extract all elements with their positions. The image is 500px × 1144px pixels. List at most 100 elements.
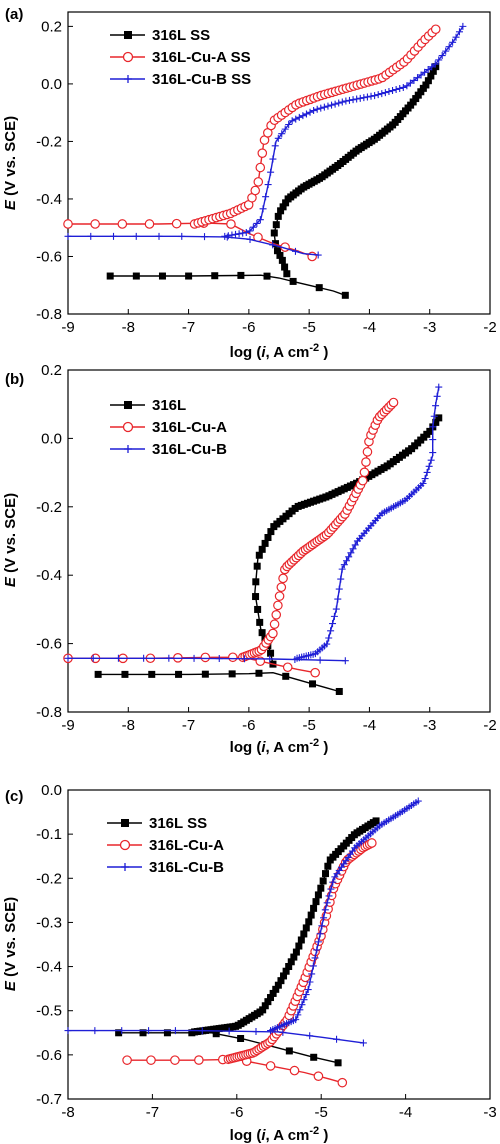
data-point [64, 232, 72, 240]
data-point [268, 628, 278, 639]
data-point [349, 96, 357, 104]
data-point [239, 229, 247, 237]
data-point [341, 291, 349, 299]
data-point [278, 573, 288, 584]
series-line-316l-cu-b-ss-anodic [224, 26, 464, 237]
series-line-316l-cu-b-cathodic [68, 657, 346, 662]
data-point [338, 98, 346, 106]
data-point [94, 670, 102, 678]
data-point [246, 227, 254, 235]
x-axis-label: log (i, A cm-2 ) [230, 737, 329, 756]
data-point [266, 655, 274, 663]
data-point [292, 1016, 300, 1024]
data-point [235, 230, 243, 238]
y-tick-label: 0.0 [41, 782, 62, 799]
series-line-316l-cathodic [98, 671, 340, 693]
data-point [361, 457, 371, 467]
data-point [323, 899, 331, 907]
data-point [428, 63, 436, 71]
y-axis-label: E (V vs. SCE) [2, 897, 19, 991]
data-point [359, 1039, 367, 1047]
data-point [435, 414, 443, 422]
data-point [291, 247, 299, 255]
data-point [274, 134, 282, 142]
data-point [312, 898, 320, 906]
data-point [314, 891, 322, 899]
data-point [296, 1006, 304, 1014]
data-point [399, 83, 407, 91]
data-point [256, 216, 264, 224]
data-point [252, 593, 260, 601]
data-point [139, 1029, 147, 1037]
x-tick-label: -2 [483, 717, 496, 734]
data-point [414, 797, 422, 805]
y-tick-label: -0.6 [36, 636, 62, 653]
data-point [419, 479, 427, 487]
data-point [427, 456, 435, 464]
data-point [345, 96, 353, 104]
y-tick-label: -0.1 [36, 826, 62, 843]
data-point [300, 930, 308, 938]
data-point [282, 967, 290, 975]
data-point [421, 68, 429, 76]
data-point [274, 212, 282, 220]
data-point [342, 557, 350, 565]
axis-ticks: -8 -7 -6 -5 -4 -3 -0.7 -0.6 -0.5 -0.4 -0.3 -0.2 -0.1… [36, 782, 497, 1121]
legend: 316L SS 316L-Cu-A 316L-Cu-B [107, 815, 224, 876]
legend-marker-316l-cu-b-ss [124, 75, 132, 83]
data-point [201, 670, 209, 678]
x-tick-label: -3 [483, 1104, 496, 1121]
series-group [63, 383, 443, 695]
panel-a: (a) -9 -8 -7 -6 -5 -4 -3 -2 -0.8 -0.6 -0.4 -0.2 0.0 0… [2, 6, 497, 361]
y-tick-label: -0.2 [36, 499, 62, 516]
data-point [372, 817, 380, 825]
data-point [274, 981, 282, 989]
data-point [163, 1029, 171, 1037]
data-point [273, 247, 281, 255]
data-point [292, 948, 300, 956]
y-axis-label: E (V vs. SCE) [2, 116, 19, 210]
data-point [309, 680, 317, 688]
data-point [115, 1029, 123, 1037]
y-tick-label: -0.2 [36, 133, 62, 150]
data-point [433, 392, 441, 400]
data-point [299, 112, 307, 120]
data-point [341, 657, 349, 665]
data-point [170, 1055, 180, 1065]
data-point [430, 412, 438, 420]
data-point [427, 72, 435, 80]
data-point [87, 232, 95, 240]
data-point [269, 155, 277, 163]
data-point [349, 545, 357, 553]
panel-label: (b) [5, 371, 24, 388]
data-point [270, 229, 278, 237]
data-point [360, 94, 368, 102]
x-tick-label: -8 [122, 717, 135, 734]
data-point [302, 110, 310, 118]
data-point [316, 656, 324, 664]
data-point [258, 629, 266, 637]
data-point [425, 462, 433, 470]
x-tick-label: -6 [230, 1104, 243, 1121]
panel-label: (a) [5, 6, 23, 23]
data-point [144, 219, 155, 229]
data-point [261, 1002, 269, 1010]
legend-marker-316l-cu-b [121, 863, 129, 871]
legend-marker-316l-cu-a-ss [122, 51, 134, 63]
data-point [274, 591, 285, 601]
data-point [254, 605, 262, 613]
data-point [325, 892, 333, 900]
data-point [452, 33, 460, 41]
data-point [435, 383, 443, 391]
data-point [429, 449, 437, 457]
data-point [250, 185, 261, 196]
legend-marker-316l-ss [121, 819, 129, 827]
data-point [288, 117, 296, 125]
data-point [185, 272, 193, 280]
data-point [110, 232, 118, 240]
data-point [310, 107, 318, 115]
data-point [171, 1027, 179, 1035]
data-point [335, 687, 343, 695]
data-point [281, 125, 289, 133]
y-tick-label: -0.6 [36, 248, 62, 265]
